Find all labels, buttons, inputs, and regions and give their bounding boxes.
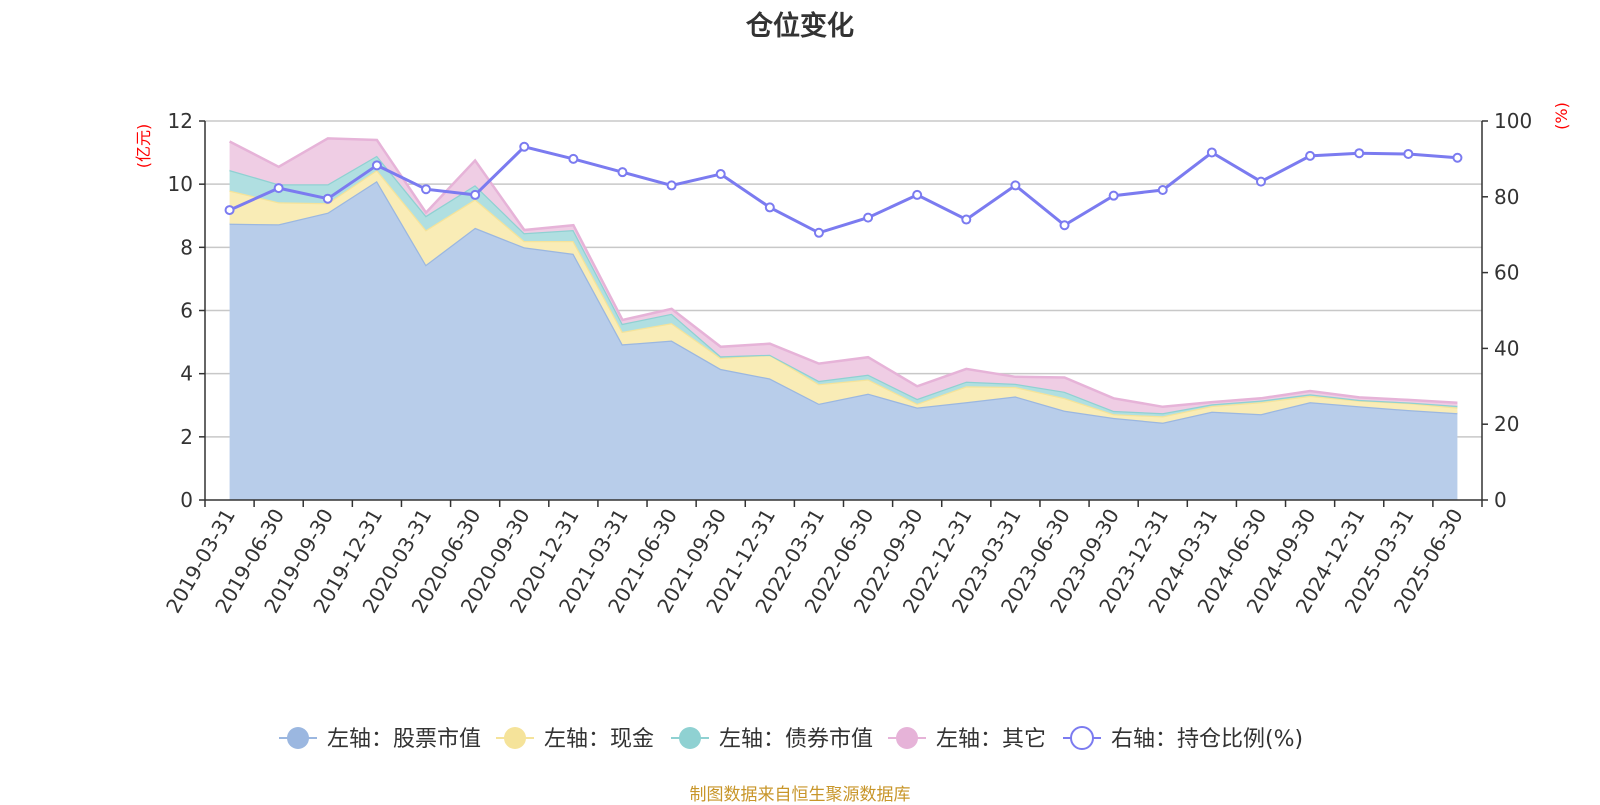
ratio-point [764, 202, 775, 213]
ratio-point [617, 167, 628, 178]
ratio-point [1108, 190, 1119, 201]
ratio-point [1157, 184, 1168, 195]
ratio-point [273, 183, 284, 194]
ratio-point [224, 205, 235, 216]
legend-label: 左轴：其它 [936, 727, 1046, 752]
ratio-point [1255, 176, 1266, 187]
left-axis-unit: (亿元) [134, 124, 153, 169]
legend-circle-symbol [679, 727, 701, 749]
chart-title: 仓位变化 [746, 11, 854, 42]
left-tick-label: 10 [168, 172, 193, 196]
legend: 左轴：股票市值 左轴：现金 左轴：债券市值 左轴：其它 右轴：持仓比例(%) [279, 726, 1303, 752]
ratio-point [912, 189, 923, 200]
ratio-point [813, 227, 824, 238]
stacked-areas [229, 137, 1458, 500]
ratio-point [371, 160, 382, 171]
right-axis-unit: (%) [1552, 102, 1571, 130]
left-tick-label: 4 [180, 362, 193, 386]
right-tick-label: 80 [1494, 185, 1519, 209]
legend-label: 左轴：股票市值 [327, 727, 481, 752]
legend-circle-symbol [1070, 726, 1094, 750]
ratio-point [519, 141, 530, 152]
left-tick-label: 0 [180, 488, 193, 512]
left-tick-label: 6 [180, 299, 193, 323]
position-ratio-line [224, 141, 1463, 238]
ratio-point [715, 169, 726, 180]
area-series-2 [229, 170, 1458, 423]
legend-circle-symbol [287, 727, 309, 749]
right-tick-label: 60 [1494, 261, 1519, 285]
source-note: 制图数据来自恒生聚源数据库 [689, 785, 911, 805]
right-tick-label: 0 [1494, 488, 1507, 512]
left-tick-label: 12 [168, 109, 193, 133]
ratio-point [1354, 148, 1365, 159]
ratio-point [322, 193, 333, 204]
ratio-point [568, 153, 579, 164]
ratio-point [1059, 220, 1070, 231]
ratio-point [961, 214, 972, 225]
area-edge-series-4 [229, 137, 1458, 409]
ratio-point [470, 189, 481, 200]
legend-label: 左轴：现金 [544, 727, 654, 752]
ratio-point [1206, 147, 1217, 158]
left-tick-label: 8 [180, 235, 193, 259]
legend-label: 右轴：持仓比例(%) [1111, 727, 1303, 752]
ratio-point [421, 184, 432, 195]
right-tick-label: 40 [1494, 336, 1519, 360]
legend-circle-symbol [504, 727, 526, 749]
ratio-line [228, 145, 1458, 235]
area-series-4 [229, 138, 1458, 414]
legend-label: 左轴：债券市值 [719, 727, 873, 752]
ratio-point [863, 212, 874, 223]
ratio-point [1452, 152, 1463, 163]
left-tick-label: 2 [180, 425, 193, 449]
ratio-point [1010, 180, 1021, 191]
right-tick-label: 100 [1494, 109, 1532, 133]
right-tick-label: 20 [1494, 412, 1519, 436]
legend-circle-symbol [896, 727, 918, 749]
ratio-point [1305, 150, 1316, 161]
area-series-1 [229, 181, 1458, 500]
ratio-point [1403, 148, 1414, 159]
ratio-point [666, 180, 677, 191]
